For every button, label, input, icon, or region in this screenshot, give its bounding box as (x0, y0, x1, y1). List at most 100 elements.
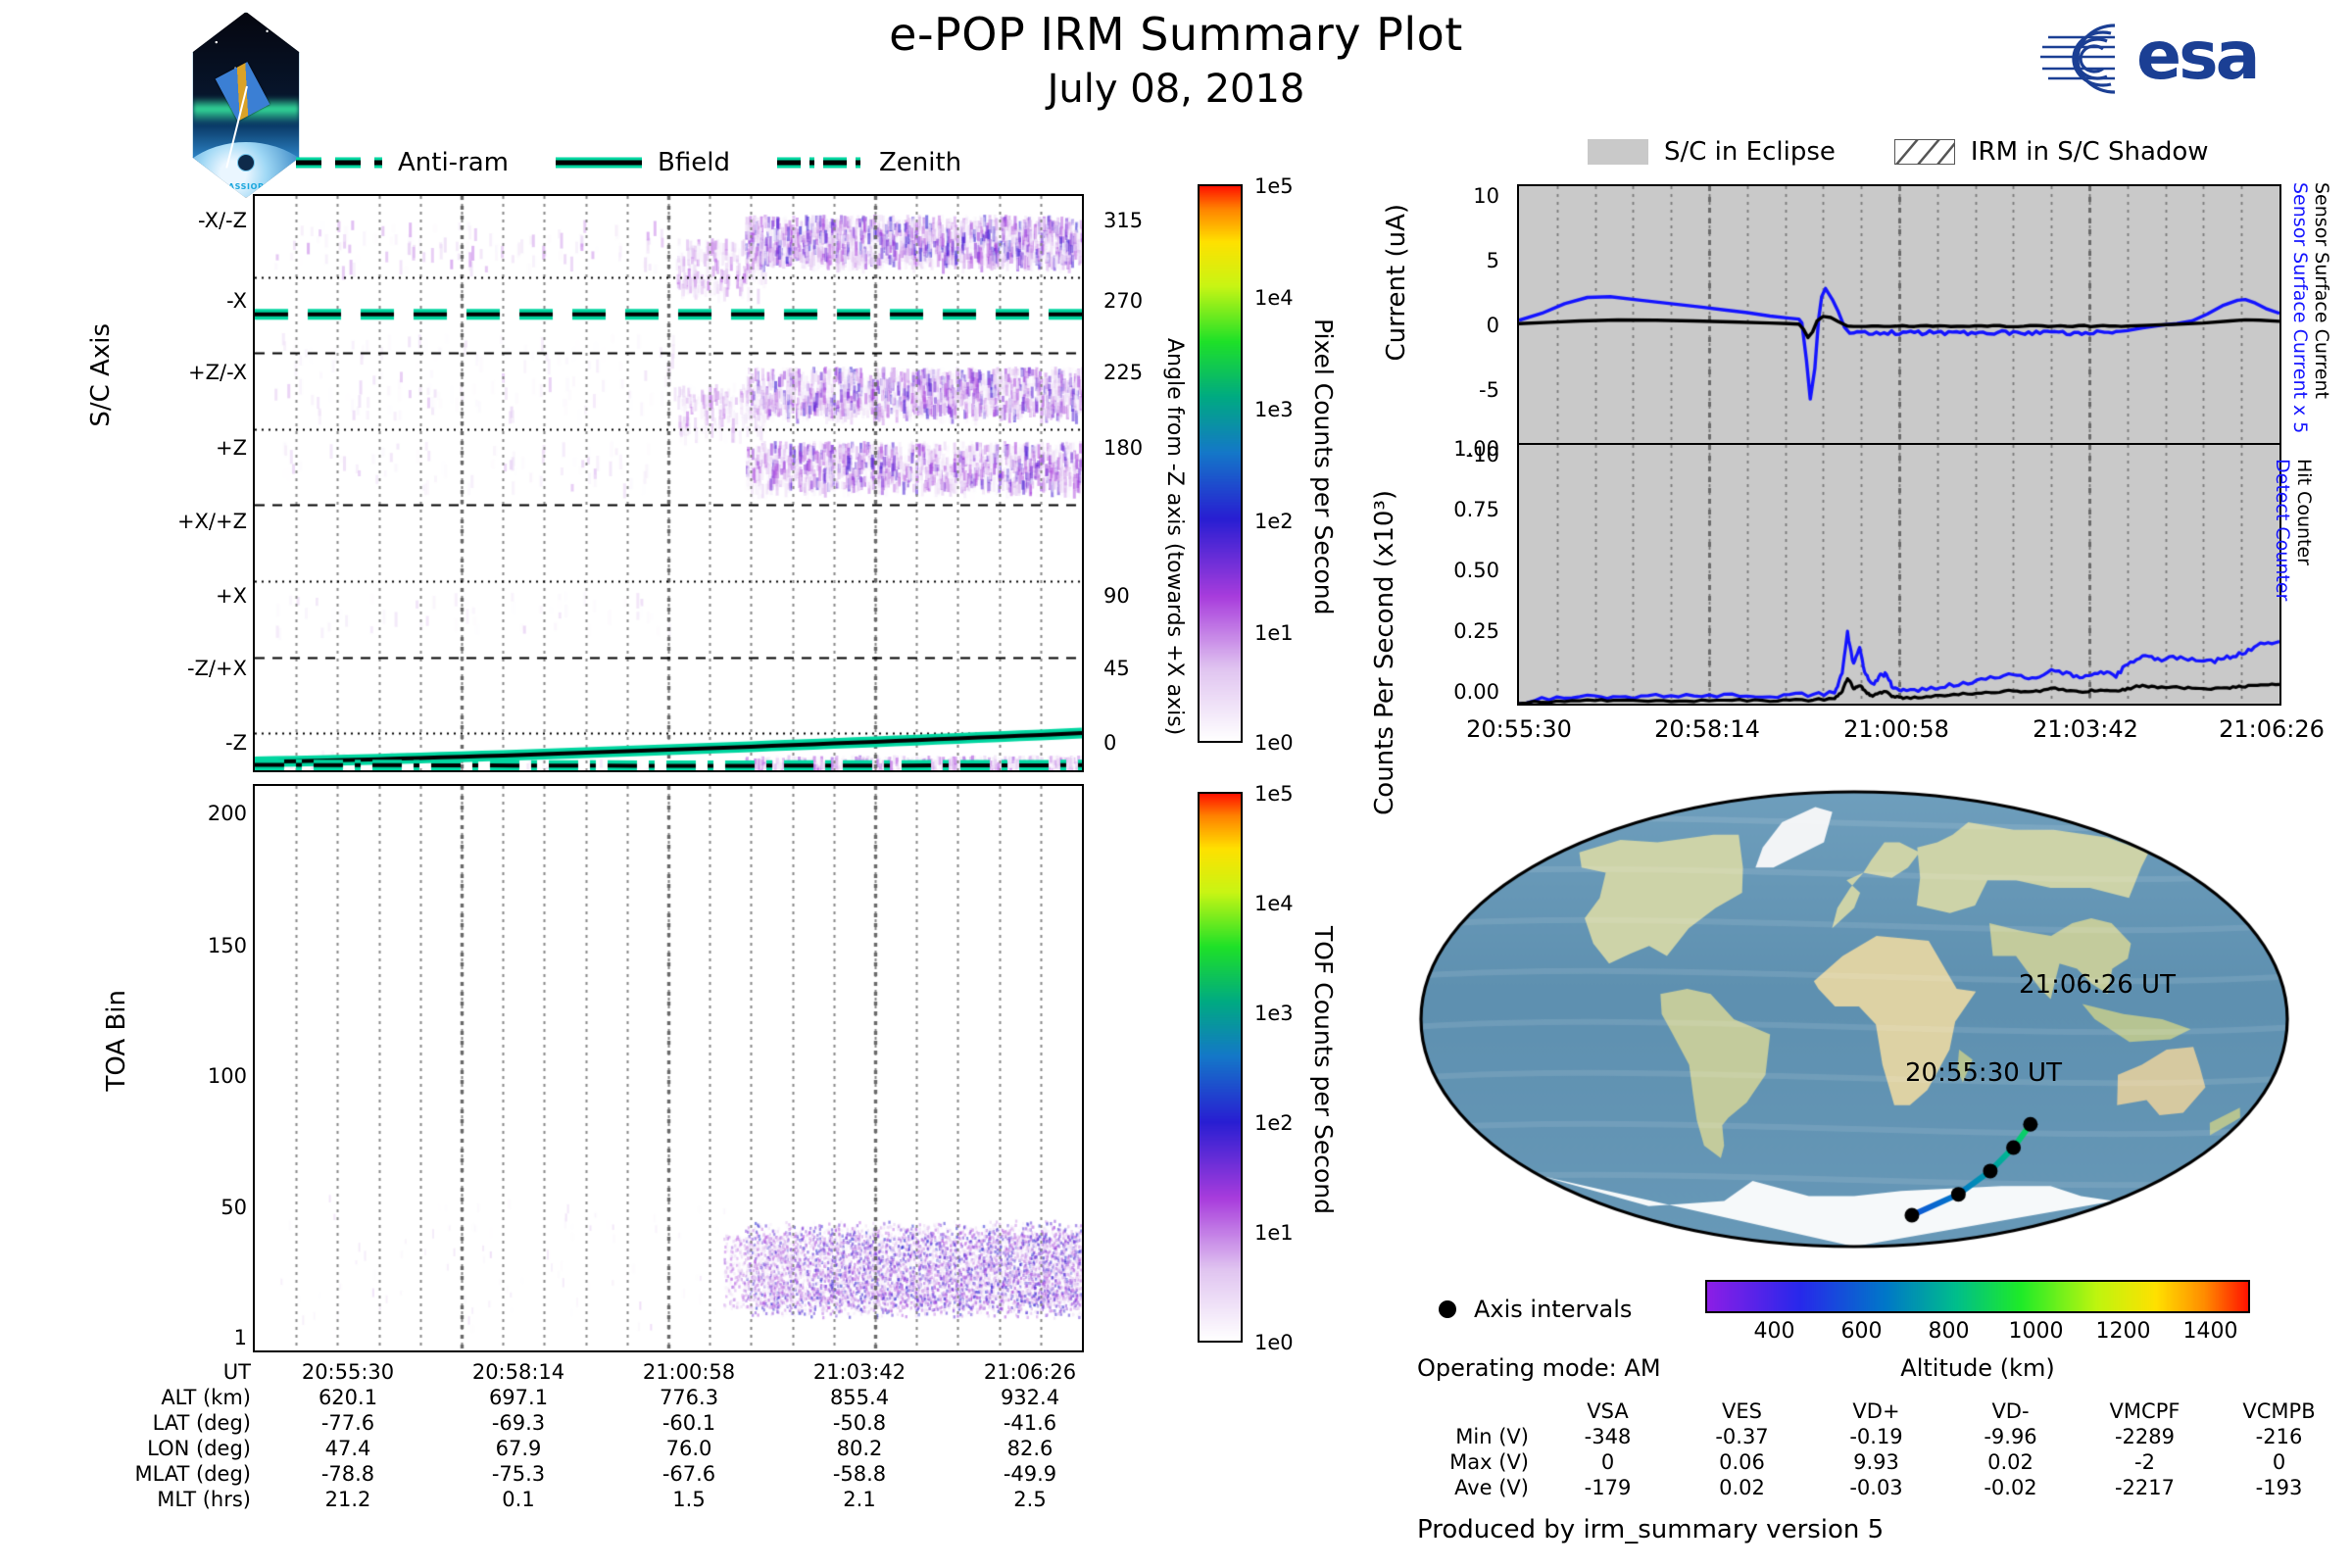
voltage-cell: -9.96 (1984, 1425, 2037, 1448)
toa-heatmap-plot[interactable] (253, 784, 1084, 1352)
ephemeris-cell: 47.4 (324, 1437, 371, 1460)
pixel-cb-tick-4: 1e1 (1254, 621, 1294, 645)
cassiope-logo-text: CASSIOPE (221, 182, 270, 191)
altitude-colorbar (1705, 1280, 2250, 1313)
ephemeris-row: LAT (deg) -77.6 -69.3 -60.1 -50.8 -41.6 (57, 1411, 1115, 1437)
ephemeris-cell: -67.6 (662, 1462, 716, 1486)
current-ytick-2: 0 (1486, 314, 1499, 337)
ephemeris-cell: -58.8 (832, 1462, 887, 1486)
ephemeris-cell: 21:00:58 (642, 1360, 736, 1384)
voltage-column-header: VD+ (1852, 1399, 1900, 1423)
tof-cb-tick-3: 1e2 (1254, 1111, 1294, 1135)
sc-axis-y2tick-0: 315 (1103, 209, 1144, 232)
sc-axis-ytick-6: -Z/+X (186, 657, 247, 680)
ephemeris-row-label: MLAT (deg) (134, 1462, 251, 1486)
tof-colorbar-label: TOF Counts per Second (1309, 926, 1338, 1214)
axis-intervals-legend: Axis intervals (1437, 1296, 1632, 1323)
counts-line-plot[interactable] (1517, 443, 2281, 706)
pixel-cb-tick-5: 1e0 (1254, 731, 1294, 755)
legend-item-eclipse: S/C in Eclipse (1588, 137, 1836, 167)
ephemeris-row-label: UT (222, 1360, 251, 1384)
counts-ytick-1: 0.75 (1453, 498, 1499, 521)
counts-y2label-blue: Detect Counter (2272, 459, 2293, 602)
cassiope-mission-logo: CASSIOPE (192, 12, 300, 198)
voltage-cell: -0.03 (1849, 1476, 1903, 1499)
voltage-row: Max (V) 0 0.06 9.93 0.02 -2 0 (1413, 1450, 2346, 1476)
toa-ytick-0: 200 (207, 802, 247, 825)
ephemeris-cell: 855.4 (829, 1386, 890, 1409)
voltage-row-label: Max (V) (1449, 1450, 1529, 1474)
voltage-row-label: Min (V) (1455, 1425, 1529, 1448)
sc-axis-ytick-5: +X (216, 584, 247, 608)
sc-axis-legend: Anti-ram Bfield Zenith (294, 145, 1039, 180)
ephemeris-cell: 21:06:26 (983, 1360, 1077, 1384)
voltage-corner-cell (1413, 1399, 1541, 1425)
sc-axis-ytick-3: +Z (216, 436, 247, 460)
ephemeris-cell: 2.5 (1013, 1488, 1047, 1511)
legend-label-shadow: IRM in S/C Shadow (1970, 137, 2209, 167)
current-line-canvas (1519, 186, 2279, 463)
legend-item-zenith: Zenith (775, 148, 961, 177)
voltage-column-header: VES (1722, 1399, 1762, 1423)
right-xtick-4: 21:06:26 (2219, 715, 2325, 743)
counts-y2label-black: Hit Counter (2293, 459, 2315, 565)
current-line-plot[interactable] (1517, 184, 2281, 465)
solid-line-icon (556, 157, 643, 169)
voltage-cell: -2 (2134, 1450, 2155, 1474)
ephemeris-cell: -77.6 (320, 1411, 375, 1435)
ephemeris-cell: 2.1 (843, 1488, 876, 1511)
legend-label-anti-ram: Anti-ram (398, 148, 510, 177)
sc-axis-ytick-7: -Z (225, 731, 247, 755)
ephemeris-cell: -41.6 (1003, 1411, 1057, 1435)
counts-ytick-3: 0.25 (1453, 619, 1499, 643)
ephemeris-cell: -69.3 (491, 1411, 546, 1435)
toa-ytick-1: 150 (207, 934, 247, 957)
toa-heatmap-canvas (255, 786, 1082, 1350)
ephemeris-cell: 0.1 (502, 1488, 535, 1511)
alt-tick-1: 600 (1840, 1319, 1883, 1344)
ephemeris-cell: -49.9 (1003, 1462, 1057, 1486)
pixel-colorbar-label: Pixel Counts per Second (1309, 318, 1338, 615)
dashdot-line-icon (776, 157, 863, 169)
operating-mode-label: Operating mode: AM (1417, 1354, 1661, 1382)
sc-axis-y2tick-3: 180 (1103, 436, 1144, 460)
voltage-cell: 0 (2272, 1450, 2286, 1474)
voltage-cell: -0.19 (1849, 1425, 1903, 1448)
voltage-column-header: VMCPF (2109, 1399, 2180, 1423)
ephemeris-cell: 20:58:14 (471, 1360, 565, 1384)
ephemeris-cell: 697.1 (488, 1386, 549, 1409)
tof-cb-tick-0: 1e5 (1254, 782, 1294, 806)
eclipse-swatch-icon (1588, 139, 1648, 165)
map-start-label: 20:55:30 UT (1905, 1058, 2062, 1088)
ground-track-map[interactable]: 21:06:26 UT 20:55:30 UT (1413, 784, 2295, 1254)
voltage-cell: 0.02 (1987, 1450, 2034, 1474)
sc-axis-heatmap-plot[interactable] (253, 194, 1084, 772)
current-y2label-black: Sensor Surface Current (2311, 182, 2332, 399)
legend-item-bfield: Bfield (554, 148, 730, 177)
right-xtick-3: 21:03:42 (2033, 715, 2138, 743)
ephemeris-table: UT 20:55:30 20:58:14 21:00:58 21:03:42 21:06:… (57, 1360, 1115, 1513)
ephemeris-cell: -78.8 (320, 1462, 375, 1486)
voltage-row: Min (V) -348 -0.37 -0.19 -9.96 -2289 -216 (1413, 1425, 2346, 1450)
ephemeris-cell: -50.8 (832, 1411, 887, 1435)
ephemeris-cell: 20:55:30 (301, 1360, 395, 1384)
ephemeris-row-label: LAT (deg) (152, 1411, 251, 1435)
voltage-header-row: VSA VES VD+ VD- VMCPF VCMPB (1413, 1399, 2346, 1425)
footer-text: Produced by irm_summary version 5 (1417, 1515, 1885, 1544)
altitude-colorbar-label: Altitude (km) (1900, 1354, 2055, 1382)
ephemeris-row: UT 20:55:30 20:58:14 21:00:58 21:03:42 21:06:… (57, 1360, 1115, 1386)
map-end-label: 21:06:26 UT (2019, 970, 2176, 1000)
dashed-line-icon (296, 157, 382, 169)
alt-tick-3: 1000 (2008, 1319, 2064, 1344)
alt-tick-4: 1200 (2095, 1319, 2151, 1344)
pixel-cb-tick-1: 1e4 (1254, 286, 1294, 310)
voltage-cell: 0.02 (1719, 1476, 1765, 1499)
pixel-cb-tick-0: 1e5 (1254, 174, 1294, 198)
tof-counts-colorbar (1198, 792, 1243, 1343)
ephemeris-row: LON (deg) 47.4 67.9 76.0 80.2 82.6 (57, 1437, 1115, 1462)
ephemeris-cell: 76.0 (665, 1437, 712, 1460)
pixel-counts-colorbar (1198, 184, 1243, 743)
voltage-column-header: VSA (1587, 1399, 1629, 1423)
tof-cb-tick-2: 1e3 (1254, 1002, 1294, 1025)
sc-axis-y2tick-2: 225 (1103, 361, 1144, 384)
